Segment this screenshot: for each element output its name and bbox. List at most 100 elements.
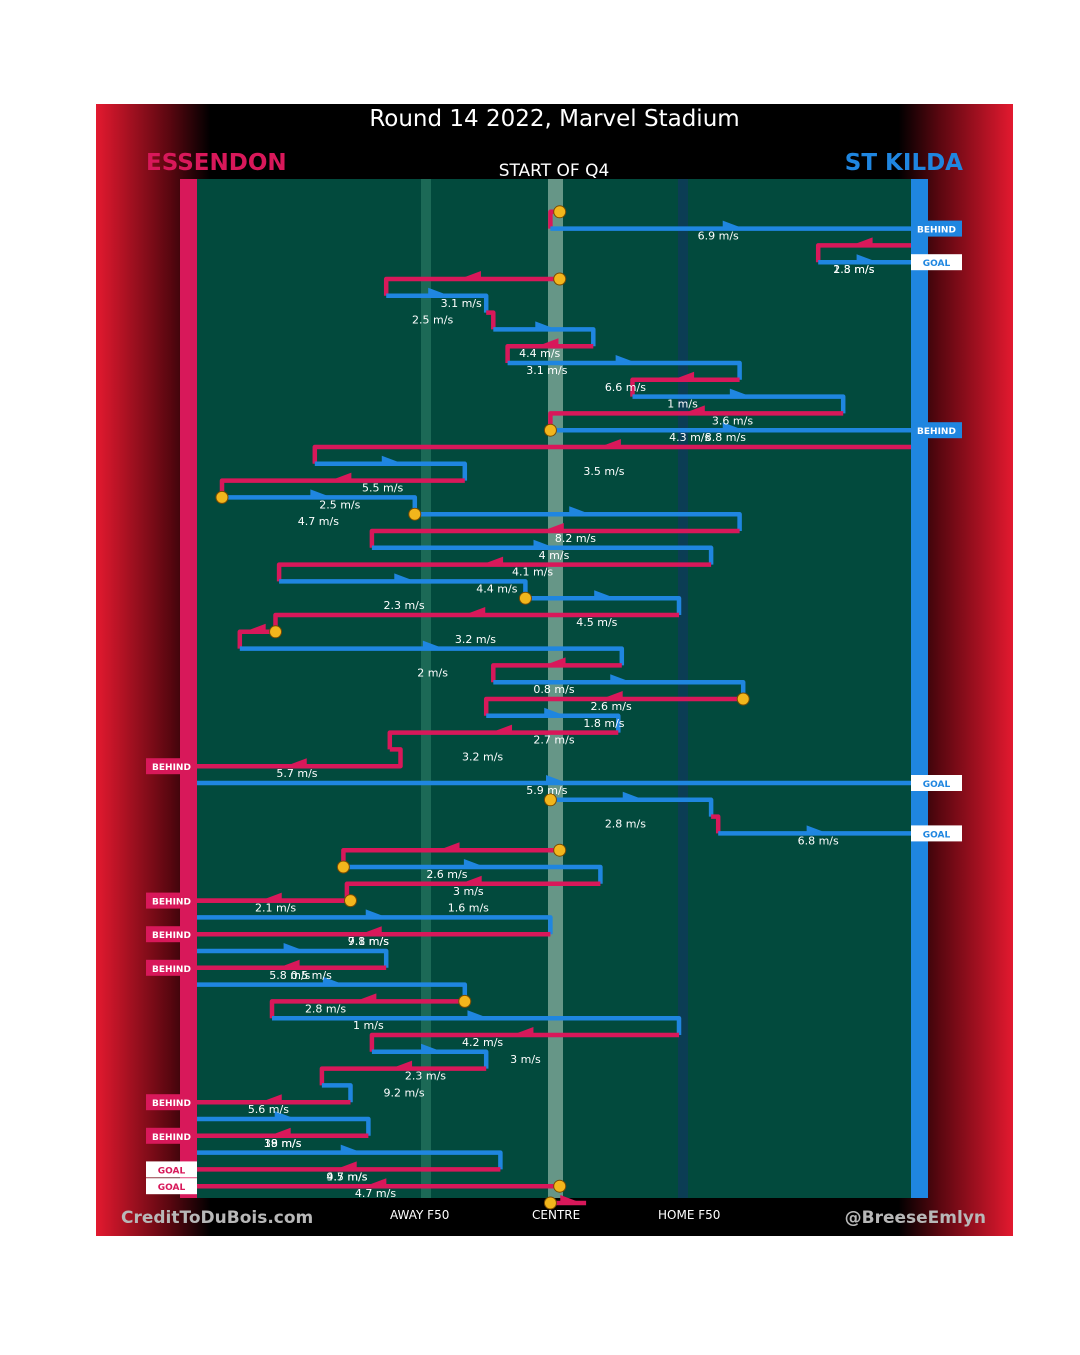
direction-arrow bbox=[465, 875, 482, 886]
direction-arrow bbox=[340, 1144, 357, 1155]
direction-arrow bbox=[535, 321, 552, 332]
chain-start-marker bbox=[408, 507, 422, 521]
speed-label: 19 m/s bbox=[264, 1137, 302, 1150]
direction-arrow bbox=[443, 842, 460, 853]
speed-label: 3.5 m/s bbox=[583, 465, 624, 478]
speed-label: 4.5 m/s bbox=[326, 1170, 367, 1183]
chain-line bbox=[197, 1150, 503, 1170]
speed-label: 2.8 m/s bbox=[305, 1002, 346, 1015]
direction-arrow bbox=[604, 439, 621, 449]
speed-label: 8.8 m/s bbox=[705, 431, 746, 444]
speed-label: 4.3 m/s bbox=[669, 431, 710, 444]
direction-arrow bbox=[856, 254, 873, 265]
score-badge bbox=[146, 1161, 197, 1178]
speed-label: 3.1 m/s bbox=[441, 297, 482, 310]
direction-arrow bbox=[729, 388, 746, 399]
chain-line bbox=[343, 864, 603, 884]
speed-label: 2.3 m/s bbox=[405, 1070, 446, 1083]
chain-line bbox=[273, 612, 679, 632]
direction-arrow bbox=[546, 775, 562, 785]
direction-arrow bbox=[856, 237, 873, 248]
chain-line bbox=[369, 1032, 679, 1052]
chain-line bbox=[632, 394, 846, 414]
score-badge bbox=[911, 254, 962, 271]
chain-start-marker bbox=[553, 205, 567, 219]
away-f50-line bbox=[421, 179, 431, 1198]
direction-arrow bbox=[569, 506, 586, 517]
chain-line bbox=[386, 293, 489, 313]
direction-arrow bbox=[335, 472, 352, 483]
direction-arrow bbox=[487, 556, 504, 567]
score-badge bbox=[146, 758, 197, 775]
speed-label: 4.7 m/s bbox=[355, 1187, 396, 1200]
speed-label: 2.1 m/s bbox=[255, 902, 296, 915]
score-badge-label: BEHIND bbox=[152, 931, 191, 941]
chain-line bbox=[197, 1116, 371, 1136]
speed-label: 2.8 m/s bbox=[605, 818, 646, 831]
direction-arrow bbox=[365, 909, 382, 920]
score-badges: BEHIND GOAL BEHIND BEHIND GOAL GOAL BEHIND BEHI… bbox=[146, 220, 962, 1195]
direction-arrow bbox=[310, 489, 327, 500]
speed-label: 1.6 m/s bbox=[448, 902, 489, 915]
speed-label: 9.7 m/s bbox=[326, 1170, 367, 1183]
chain-line bbox=[505, 343, 594, 363]
direction-arrow bbox=[428, 287, 445, 298]
direction-arrow bbox=[396, 1060, 413, 1071]
chain-line bbox=[197, 948, 389, 968]
speed-label: 5.5 m/s bbox=[362, 482, 403, 495]
speed-label: 6.9 m/s bbox=[698, 230, 739, 243]
chain-line bbox=[269, 999, 465, 1019]
direction-arrow bbox=[678, 371, 695, 382]
score-badge-label: GOAL bbox=[923, 259, 951, 269]
chain-line bbox=[197, 915, 553, 935]
chain-start-marker bbox=[553, 1179, 567, 1193]
score-badge-label: GOAL bbox=[923, 830, 951, 840]
chain-start-marker bbox=[518, 591, 532, 605]
away-goal-post bbox=[911, 179, 928, 1198]
speed-label: 3.2 m/s bbox=[462, 750, 503, 763]
score-badge bbox=[146, 1094, 197, 1111]
score-badge-label: BEHIND bbox=[917, 226, 956, 236]
score-badge-label: BEHIND bbox=[152, 965, 191, 975]
speed-label: 3.2 m/s bbox=[455, 633, 496, 646]
direction-arrow bbox=[467, 1010, 484, 1021]
speed-label: 2.6 m/s bbox=[426, 868, 467, 881]
direction-arrow bbox=[688, 405, 705, 416]
direction-arrow bbox=[547, 523, 564, 533]
speed-label: 0.8 m/s bbox=[533, 683, 574, 696]
chain-start-marker bbox=[543, 423, 557, 437]
direction-arrow bbox=[340, 1161, 357, 1172]
start-markers bbox=[215, 205, 750, 1210]
chain-line bbox=[387, 730, 619, 750]
direction-arrow bbox=[464, 271, 481, 281]
speed-label: 4.5 m/s bbox=[576, 616, 617, 629]
direction-arrow bbox=[394, 573, 411, 584]
direction-arrow bbox=[421, 1043, 438, 1054]
speed-label: 6.8 m/s bbox=[798, 834, 839, 847]
chart-frame: 6.9 m/s 2.8 m/s 1.3 m/s 3.1 m/s 2.5 m/s 4.4 m… bbox=[96, 104, 1013, 1236]
speed-label: 6.6 m/s bbox=[605, 381, 646, 394]
score-badge-label: GOAL bbox=[158, 1166, 186, 1176]
direction-arrow bbox=[806, 825, 823, 836]
direction-arrow bbox=[722, 422, 739, 433]
chart-title: Round 14 2022, Marvel Stadium bbox=[369, 106, 740, 132]
direction-arrow bbox=[496, 724, 513, 735]
direction-arrow bbox=[610, 674, 627, 685]
chain-start-marker bbox=[458, 994, 472, 1008]
score-badge bbox=[146, 959, 197, 976]
chain-line bbox=[815, 243, 911, 263]
chain-start-marker bbox=[736, 692, 750, 706]
score-badge-label: BEHIND bbox=[152, 1099, 191, 1109]
home-f50-line bbox=[678, 179, 688, 1198]
direction-arrow bbox=[622, 791, 639, 802]
chain-line bbox=[312, 444, 911, 464]
chain-line bbox=[239, 646, 625, 666]
chain-line bbox=[414, 511, 742, 531]
score-badge-label: BEHIND bbox=[152, 1133, 191, 1143]
speed-label: 8.2 m/s bbox=[555, 532, 596, 545]
home-goal-post bbox=[180, 179, 197, 1198]
direction-arrow bbox=[594, 590, 611, 601]
speed-label: 38 m/s bbox=[264, 1137, 302, 1150]
direction-arrow bbox=[365, 926, 382, 937]
score-badge-label: GOAL bbox=[158, 1183, 186, 1193]
